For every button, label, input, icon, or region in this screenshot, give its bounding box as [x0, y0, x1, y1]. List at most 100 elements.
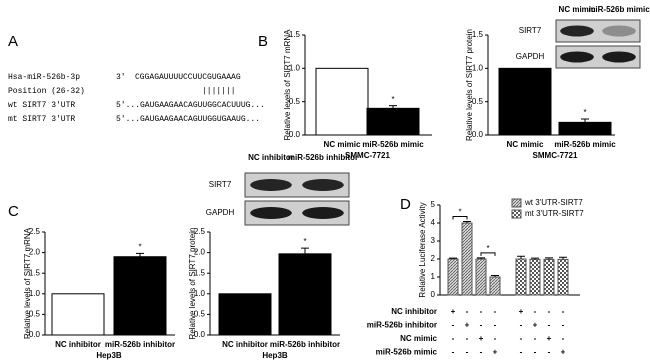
legend-swatch — [511, 209, 522, 219]
bar — [51, 293, 105, 336]
panel-label: A — [8, 33, 18, 50]
x-tick-label: miR-526b inhibitor — [105, 340, 175, 349]
y-tick-label: 1 — [431, 272, 436, 281]
bar — [447, 258, 459, 296]
condition-label: NC inhibitor — [391, 307, 437, 316]
seq-name: wt SIRT7 3'UTR — [8, 101, 75, 110]
condition-sign: - — [466, 334, 469, 343]
panel-label: B — [258, 33, 268, 50]
blot-row-label: SIRT7 — [209, 180, 232, 189]
error-bar — [136, 252, 144, 257]
error-bar — [545, 257, 553, 260]
x-axis-label: SMMC-7721 — [533, 151, 578, 160]
condition-label: miR-526b mimic — [376, 348, 438, 357]
bar — [113, 256, 167, 336]
x-tick-label: NC mimic — [324, 140, 361, 149]
y-axis-label: Relative levels of SIRT7 protein — [465, 29, 474, 141]
error-bar — [491, 275, 499, 277]
condition-sign: - — [562, 334, 565, 343]
y-tick-label: 2.5 — [29, 227, 41, 236]
bar — [498, 67, 552, 136]
condition-sign: - — [480, 307, 483, 316]
condition-sign: - — [562, 307, 565, 316]
y-tick-label: 1.0 — [29, 289, 41, 298]
y-tick-label: 0 — [431, 290, 436, 299]
y-tick-label: 0.5 — [472, 97, 484, 106]
condition-sign: - — [494, 307, 497, 316]
annotation: * — [458, 208, 461, 217]
condition-sign: + — [465, 321, 470, 330]
bar — [557, 258, 569, 296]
bar — [315, 67, 369, 136]
sequence: ||||||| — [202, 87, 236, 96]
condition-sign: - — [520, 334, 523, 343]
condition-sign: - — [520, 321, 523, 330]
blot-band — [602, 51, 636, 63]
annotation: * — [583, 108, 586, 117]
blot-lane-label: miR-526b mimic — [588, 5, 650, 14]
y-tick-label: 0.5 — [194, 310, 206, 319]
x-axis-label: Hep3B — [96, 351, 122, 360]
y-tick-label: 2.0 — [194, 248, 206, 257]
blot-band — [560, 25, 594, 37]
error-bar — [477, 257, 485, 259]
blot-band — [302, 207, 344, 219]
error-bar — [517, 255, 525, 259]
blot-row-label: GAPDH — [206, 208, 235, 217]
bar — [529, 258, 541, 296]
error-bar — [581, 118, 589, 123]
blot-band — [602, 25, 636, 37]
y-tick-label: 0.0 — [289, 130, 301, 139]
condition-sign: - — [466, 307, 469, 316]
seq-end: 3' — [116, 73, 126, 82]
annotation: * — [303, 237, 306, 246]
condition-sign: + — [561, 348, 566, 357]
blot-lane-label: NC inhibitor — [248, 153, 294, 162]
bar — [515, 258, 527, 296]
condition-sign: - — [548, 348, 551, 357]
y-tick-label: 0.0 — [194, 330, 206, 339]
condition-sign: + — [547, 334, 552, 343]
condition-sign: + — [451, 307, 456, 316]
condition-sign: - — [452, 334, 455, 343]
bar — [558, 121, 612, 136]
seq-name: Position (26-32) — [8, 87, 85, 96]
legend-label: wt 3'UTR-SIRT7 — [524, 198, 583, 207]
condition-sign: + — [533, 321, 538, 330]
sequence: 5'...GAUGAAGAACAGUUGGCACUUUG... — [116, 101, 265, 110]
sig-bracket — [480, 252, 496, 256]
condition-sign: - — [548, 321, 551, 330]
y-tick-label: 1.0 — [472, 63, 484, 72]
condition-label: miR-526b inhibitor — [367, 321, 437, 330]
condition-sign: - — [562, 321, 565, 330]
annotation: * — [391, 95, 394, 104]
condition-sign: - — [548, 307, 551, 316]
bar — [543, 258, 555, 296]
legend-label: mt 3'UTR-SIRT7 — [525, 209, 584, 218]
condition-sign: - — [534, 334, 537, 343]
y-tick-label: 0.5 — [289, 97, 301, 106]
condition-sign: - — [466, 348, 469, 357]
panel-label: C — [8, 203, 19, 220]
y-axis-label: Relative levels of SIRT7 mRNA — [283, 29, 292, 141]
x-axis-label: Hep3B — [262, 351, 288, 360]
y-tick-label: 1.0 — [194, 289, 206, 298]
bar — [278, 253, 332, 336]
condition-sign: - — [452, 348, 455, 357]
legend-swatch — [511, 198, 522, 208]
error-bar — [301, 247, 309, 254]
condition-sign: - — [520, 348, 523, 357]
condition-sign: + — [479, 334, 484, 343]
bar — [475, 258, 487, 296]
condition-sign: - — [494, 321, 497, 330]
blot-row-label: SIRT7 — [519, 26, 542, 35]
error-bar — [463, 221, 471, 223]
y-tick-label: 0.0 — [29, 330, 41, 339]
y-axis-label: Relative levels of SIRT7 protein — [188, 228, 197, 340]
error-bar — [531, 257, 539, 260]
blot-band — [302, 179, 344, 191]
error-bar — [449, 257, 457, 259]
annotation: * — [138, 243, 141, 252]
blot-row-label: GAPDH — [516, 52, 545, 61]
y-tick-label: 2.5 — [194, 227, 206, 236]
